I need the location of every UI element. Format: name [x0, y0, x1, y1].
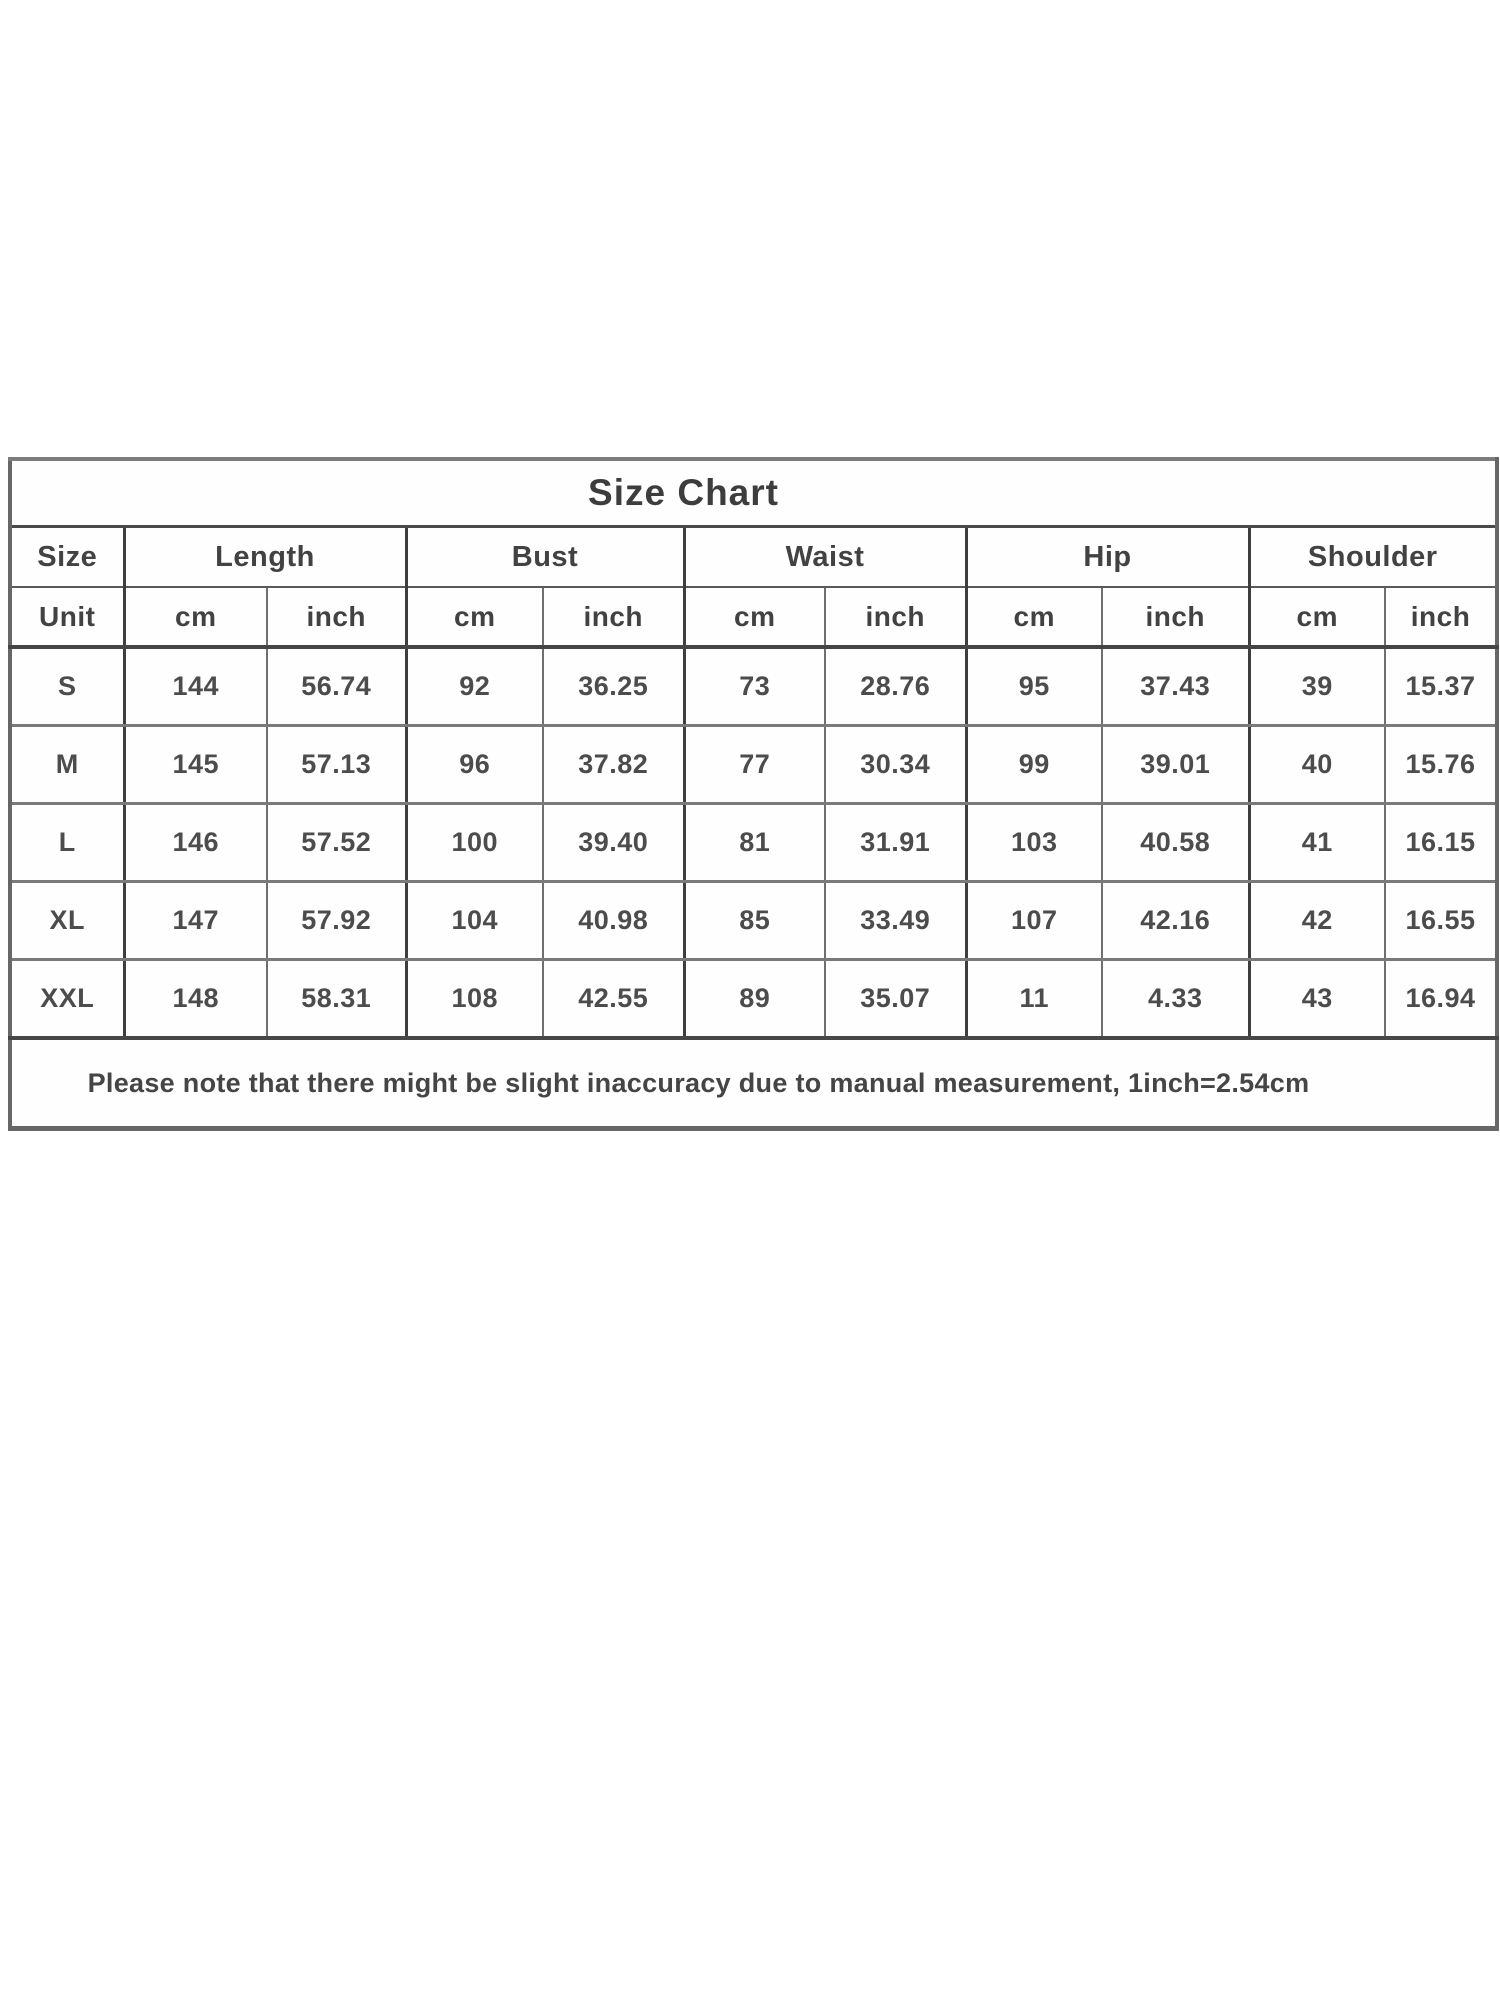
cell-bust-cm: 92 [404, 647, 543, 727]
cell-size: XXL [10, 959, 124, 1040]
unit-bust-cm: cm [404, 587, 543, 649]
cell-shoulder-cm: 40 [1247, 725, 1385, 805]
cell-bust-cm: 100 [404, 803, 543, 883]
cell-waist-cm: 85 [682, 881, 825, 961]
cell-shoulder-cm: 41 [1247, 803, 1385, 883]
cell-waist-cm: 81 [682, 803, 825, 883]
unit-length-cm: cm [122, 587, 267, 649]
cell-bust-cm: 96 [404, 725, 543, 805]
unit-hip-cm: cm [964, 587, 1102, 649]
cell-shoulder-inch: 16.15 [1383, 803, 1498, 883]
cell-hip-inch: 4.33 [1101, 959, 1249, 1040]
cell-waist-inch: 28.76 [824, 647, 966, 727]
size-row-xl: XL 147 57.92 104 40.98 85 33.49 107 42.1… [10, 881, 1498, 961]
unit-length-inch: inch [266, 587, 406, 649]
unit-waist-inch: inch [824, 587, 966, 649]
unit-bust-inch: inch [542, 587, 684, 649]
cell-bust-cm: 104 [404, 881, 543, 961]
cell-length-cm: 144 [122, 647, 267, 727]
cell-shoulder-inch: 16.55 [1383, 881, 1498, 961]
cell-bust-cm: 108 [404, 959, 543, 1040]
unit-hip-inch: inch [1101, 587, 1249, 649]
column-group-bust: Bust [404, 526, 684, 588]
size-row-xxl: XXL 148 58.31 108 42.55 89 35.07 11 4.33… [10, 959, 1498, 1040]
cell-hip-inch: 40.58 [1101, 803, 1249, 883]
table-title-cell: Size Chart [10, 459, 1498, 528]
cell-shoulder-inch: 16.94 [1383, 959, 1498, 1040]
size-row-m: M 145 57.13 96 37.82 77 30.34 99 39.01 4… [10, 725, 1498, 805]
unit-shoulder-cm: cm [1247, 587, 1385, 649]
unit-shoulder-inch: inch [1383, 587, 1498, 649]
cell-hip-cm: 95 [964, 647, 1102, 727]
cell-length-inch: 57.92 [266, 881, 406, 961]
cell-hip-cm: 99 [964, 725, 1102, 805]
cell-waist-cm: 89 [682, 959, 825, 1040]
cell-length-inch: 57.13 [266, 725, 406, 805]
column-group-length: Length [122, 526, 406, 588]
cell-bust-inch: 36.25 [542, 647, 684, 727]
cell-hip-inch: 37.43 [1101, 647, 1249, 727]
title-row: Size Chart [10, 459, 1498, 528]
cell-hip-inch: 39.01 [1101, 725, 1249, 805]
cell-length-cm: 148 [122, 959, 267, 1040]
measurement-note: Please note that there might be slight i… [87, 1067, 1310, 1098]
cell-waist-inch: 33.49 [824, 881, 966, 961]
unit-header-row: Unit cm inch cm inch cm inch cm inch cm … [10, 587, 1498, 649]
cell-waist-cm: 73 [682, 647, 825, 727]
cell-hip-inch: 42.16 [1101, 881, 1249, 961]
cell-shoulder-inch: 15.76 [1383, 725, 1498, 805]
footer-note-cell: Please note that there might be slight i… [10, 1038, 1497, 1129]
cell-size: M [10, 725, 124, 805]
size-column-header: Size [10, 526, 124, 588]
page-title: Size Chart [588, 472, 779, 513]
size-row-l: L 146 57.52 100 39.40 81 31.91 103 40.58… [10, 803, 1498, 883]
cell-length-cm: 146 [122, 803, 267, 883]
cell-bust-inch: 39.40 [542, 803, 684, 883]
cell-waist-cm: 77 [682, 725, 825, 805]
column-group-hip: Hip [964, 526, 1249, 588]
cell-shoulder-inch: 15.37 [1383, 647, 1498, 727]
footer-note-row: Please note that there might be slight i… [10, 1038, 1497, 1129]
size-chart-table: Size Chart Size Length Bust Waist Hip Sh… [8, 457, 1500, 1131]
cell-waist-inch: 31.91 [824, 803, 966, 883]
cell-hip-cm: 107 [964, 881, 1102, 961]
cell-hip-cm: 11 [964, 959, 1102, 1040]
cell-bust-inch: 42.55 [542, 959, 684, 1040]
cell-length-cm: 145 [122, 725, 267, 805]
unit-row-label: Unit [10, 587, 124, 649]
cell-shoulder-cm: 39 [1247, 647, 1385, 727]
cell-shoulder-cm: 43 [1247, 959, 1385, 1040]
column-group-waist: Waist [682, 526, 966, 588]
cell-size: S [10, 647, 124, 727]
cell-shoulder-cm: 42 [1247, 881, 1385, 961]
unit-waist-cm: cm [682, 587, 825, 649]
cell-bust-inch: 40.98 [542, 881, 684, 961]
cell-waist-inch: 30.34 [824, 725, 966, 805]
column-group-header-row: Size Length Bust Waist Hip Shoulder [10, 526, 1498, 588]
cell-length-inch: 56.74 [266, 647, 406, 727]
size-row-s: S 144 56.74 92 36.25 73 28.76 95 37.43 3… [10, 647, 1498, 727]
cell-bust-inch: 37.82 [542, 725, 684, 805]
cell-size: XL [10, 881, 124, 961]
cell-length-inch: 58.31 [266, 959, 406, 1040]
cell-waist-inch: 35.07 [824, 959, 966, 1040]
cell-hip-cm: 103 [964, 803, 1102, 883]
cell-size: L [10, 803, 124, 883]
cell-length-inch: 57.52 [266, 803, 406, 883]
column-group-shoulder: Shoulder [1247, 526, 1498, 588]
cell-length-cm: 147 [122, 881, 267, 961]
size-chart-panel: Size Chart Size Length Bust Waist Hip Sh… [8, 457, 1500, 1131]
